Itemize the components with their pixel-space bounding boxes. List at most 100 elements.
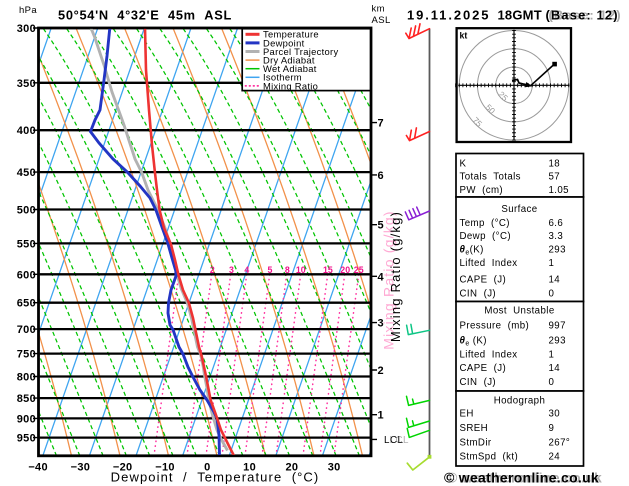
svg-text:20: 20	[285, 462, 298, 474]
svg-text:Mixing Ratio (g/kg): Mixing Ratio (g/kg)	[381, 210, 397, 350]
svg-text:800: 800	[17, 372, 36, 384]
svg-text:9: 9	[549, 423, 555, 434]
svg-text:950: 950	[17, 433, 36, 445]
svg-text:Isotherm: Isotherm	[263, 72, 302, 83]
svg-text:0: 0	[549, 377, 555, 388]
svg-text:StmDir: StmDir	[460, 438, 492, 449]
svg-text:Dewpoint: Dewpoint	[263, 37, 305, 48]
svg-text:Temperature: Temperature	[263, 29, 319, 40]
svg-text:293: 293	[549, 336, 566, 347]
svg-text:10: 10	[243, 462, 256, 474]
svg-text:Mixing Ratio: Mixing Ratio	[263, 80, 318, 91]
svg-text:LCL: LCL	[384, 435, 404, 446]
svg-text:5: 5	[378, 220, 384, 232]
svg-text:7: 7	[378, 118, 384, 130]
svg-text:450: 450	[17, 167, 36, 179]
svg-text:Surface: Surface	[501, 204, 537, 215]
svg-text:km: km	[372, 4, 385, 15]
svg-text:6: 6	[378, 170, 384, 182]
svg-text:Hodograph: Hodograph	[494, 396, 546, 407]
svg-text:Dry Adiabat: Dry Adiabat	[263, 55, 315, 66]
svg-text:4: 4	[378, 271, 385, 283]
svg-text:550: 550	[17, 238, 36, 250]
svg-text:0: 0	[549, 289, 555, 300]
svg-text:850: 850	[17, 393, 36, 405]
svg-text:θe(K): θe(K)	[460, 245, 484, 257]
svg-text:Most Unstable: Most Unstable	[484, 306, 554, 317]
svg-text:Parcel Trajectory: Parcel Trajectory	[263, 46, 338, 57]
svg-text:CAPE (J): CAPE (J)	[460, 363, 507, 374]
svg-text:1.05: 1.05	[549, 185, 569, 196]
svg-text:K: K	[460, 158, 467, 169]
svg-text:14: 14	[549, 363, 561, 374]
svg-text:CIN (J): CIN (J)	[460, 377, 497, 388]
svg-text:500: 500	[17, 205, 36, 217]
svg-text:15: 15	[323, 265, 333, 275]
svg-text:997: 997	[549, 321, 566, 332]
svg-text:1: 1	[378, 410, 384, 422]
svg-text:Lifted Index: Lifted Index	[460, 258, 518, 269]
svg-text:2: 2	[378, 365, 384, 377]
svg-text:−30: −30	[71, 462, 91, 474]
svg-text:4: 4	[244, 265, 249, 275]
svg-text:−10: −10	[155, 462, 175, 474]
svg-text:CAPE (J): CAPE (J)	[460, 275, 507, 286]
svg-text:3: 3	[378, 318, 384, 330]
svg-text:50°54'N 4°32'E 45m ASL: 50°54'N 4°32'E 45m ASL	[58, 8, 232, 23]
svg-text:Wet Adiabat: Wet Adiabat	[263, 63, 317, 74]
svg-text:PW (cm): PW (cm)	[460, 185, 504, 196]
svg-text:Mixing Ratio (g/kg): Mixing Ratio (g/kg)	[388, 211, 403, 342]
svg-text:18GMT: 18GMT	[498, 8, 542, 23]
svg-text:hPa: hPa	[19, 5, 37, 16]
svg-text:700: 700	[17, 324, 36, 336]
svg-text:600: 600	[17, 269, 36, 281]
svg-text:© weatheronline.co.uk: © weatheronline.co.uk	[444, 470, 599, 486]
svg-text:SREH: SREH	[460, 423, 489, 434]
svg-text:30: 30	[549, 409, 561, 420]
svg-text:2: 2	[210, 265, 215, 275]
svg-text:ASL: ASL	[372, 15, 391, 26]
svg-text:Pressure (mb): Pressure (mb)	[460, 321, 530, 332]
svg-text:StmSpd (kt): StmSpd (kt)	[460, 452, 519, 463]
svg-text:θe (K): θe (K)	[460, 336, 487, 348]
svg-text:Dewp (°C): Dewp (°C)	[460, 231, 511, 242]
svg-text:400: 400	[17, 125, 36, 137]
svg-text:10: 10	[296, 265, 306, 275]
svg-text:Lifted Index: Lifted Index	[460, 350, 518, 361]
svg-text:(Base: 12): (Base: 12)	[546, 8, 619, 23]
svg-text:Dewpoint / Temperature (°C): Dewpoint / Temperature (°C)	[111, 470, 320, 485]
svg-text:25: 25	[354, 265, 364, 275]
svg-text:20: 20	[340, 265, 350, 275]
svg-text:14: 14	[549, 275, 561, 286]
svg-text:293: 293	[549, 245, 566, 256]
svg-text:3.3: 3.3	[549, 231, 564, 242]
svg-text:8: 8	[285, 265, 290, 275]
svg-text:Totals Totals: Totals Totals	[460, 172, 521, 183]
svg-text:18: 18	[549, 158, 561, 169]
svg-text:350: 350	[17, 78, 36, 90]
svg-text:−40: −40	[28, 462, 48, 474]
svg-text:5: 5	[268, 265, 273, 275]
svg-text:(Base: 12): (Base: 12)	[549, 8, 622, 23]
svg-text:267°: 267°	[549, 438, 571, 449]
svg-text:EH: EH	[460, 409, 474, 420]
svg-text:24: 24	[549, 452, 561, 463]
svg-text:Temp (°C): Temp (°C)	[460, 218, 510, 229]
svg-text:6.6: 6.6	[549, 218, 564, 229]
svg-text:900: 900	[17, 413, 36, 425]
svg-text:© weatheronline.co.uk: © weatheronline.co.uk	[447, 470, 602, 486]
svg-text:CIN (J): CIN (J)	[460, 289, 497, 300]
svg-text:kt: kt	[460, 31, 468, 41]
svg-text:300: 300	[17, 23, 36, 35]
svg-text:0: 0	[204, 462, 210, 474]
svg-text:57: 57	[549, 172, 561, 183]
svg-text:1: 1	[549, 350, 555, 361]
svg-text:3: 3	[229, 265, 234, 275]
svg-text:650: 650	[17, 298, 36, 310]
svg-text:LCL: LCL	[390, 435, 410, 446]
svg-text:19.11.2025: 19.11.2025	[407, 8, 490, 23]
svg-text:−20: −20	[113, 462, 133, 474]
svg-text:750: 750	[17, 349, 36, 361]
svg-text:1: 1	[549, 258, 555, 269]
svg-text:30: 30	[328, 462, 341, 474]
